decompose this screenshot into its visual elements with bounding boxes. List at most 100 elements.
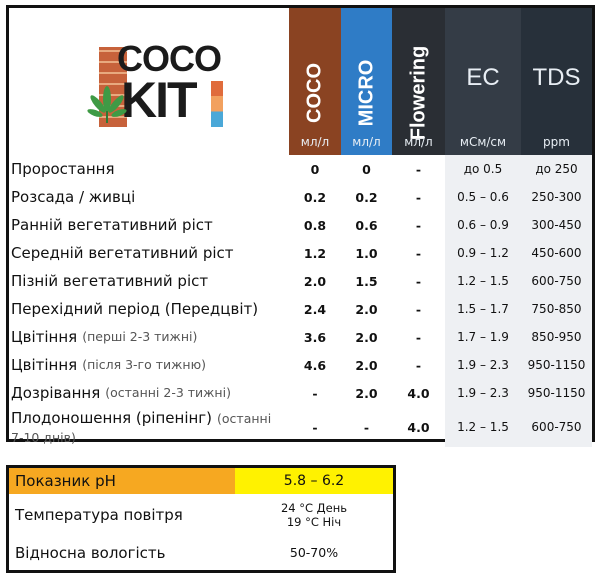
feeding-table: COCO KIT COCO мл/л MICRO мл/л Flowering … [6,5,595,447]
flowering-dose: - [415,189,422,205]
micro-dose: 0 [362,161,371,177]
flowering-dose: - [415,329,422,345]
tds-value: 950-1150 [521,351,592,379]
stage-label: Перехідний період (Передцвіт) [9,295,287,323]
temperature-day: 24 °C День [280,501,348,515]
tds-value: до 250 [521,155,592,183]
column-name: Flowering [407,46,429,141]
logo-word-kit: KIT [121,72,198,128]
stage-name: Ранній вегетативний ріст [11,216,213,234]
stage-name: Середній вегетативний ріст [11,244,234,262]
flowering-dose: - [415,161,422,177]
micro-dose: 2.0 [355,357,378,373]
logo-word-coco: COCO [117,38,222,79]
stage-label: Цвітіння (після 3-го тижню) [9,351,287,379]
cannabis-leaf-icon [87,86,127,123]
stage-label: Плодоношення (ріпенінг) (останні 7-10 дні… [9,407,287,449]
flowering-dose: - [415,273,422,289]
column-name: TDS [532,64,581,91]
micro-dose: 0.2 [355,189,378,205]
micro-dose: 2.0 [355,385,378,401]
column-header-tds: TDS ppm [521,8,592,155]
micro-dose: 1.5 [355,273,378,289]
environment-table: Показник pH 5.8 – 6.2 Температура повітр… [6,465,396,573]
stage-name: Цвітіння [11,356,78,374]
coco-dose: 0 [310,161,320,177]
coco-dose: - [312,385,318,401]
micro-dose: 1.0 [355,245,378,261]
micro-dose: 2.0 [355,301,378,317]
ec-value: 1.5 – 1.7 [445,295,521,323]
ec-value: 0.6 – 0.9 [445,211,521,239]
column-name: MICRO [355,59,377,127]
stage-label: Ранній вегетативний ріст [9,211,287,239]
temperature-value: 24 °C День 19 °C Ніч [235,494,393,536]
stage-note-line2: 7-10 днів) [11,430,76,445]
flowering-dose: - [415,301,422,317]
column-unit: мл/л [300,135,330,149]
coco-dose: 0.2 [303,189,327,205]
ec-value: 1.2 – 1.5 [445,407,521,447]
ph-row: Показник pH 5.8 – 6.2 [9,468,393,494]
coco-dose: 2.4 [303,301,327,317]
ec-value: до 0.5 [445,155,521,183]
column-header-micro: MICRO мл/л [341,8,392,155]
table-row: Розсада / живці 0.2 0.2 - 0.5 – 0.6 250-… [9,183,592,211]
brick-icon [99,47,127,127]
tds-value: 750-850 [521,295,592,323]
ec-value: 0.5 – 0.6 [445,183,521,211]
table-row: Плодоношення (ріпенінг) (останні 7-10 дні… [9,407,592,447]
table-row: Цвітіння (після 3-го тижню) 4.6 2.0 - 1.9… [9,351,592,379]
stage-name: Розсада / живці [11,188,136,206]
ph-value: 5.8 – 6.2 [235,468,393,494]
micro-dose: - [363,419,370,435]
table-row: Дозрівання (останні 2-3 тижні) - 2.0 4.0 … [9,379,592,407]
ec-value: 1.9 – 2.3 [445,351,521,379]
feeding-rows: Проростання 0 0 - до 0.5 до 250 Розсада … [9,155,592,447]
logo-color-tag [211,81,223,127]
table-row: Ранній вегетативний ріст 0.8 0.6 - 0.6 –… [9,211,592,239]
table-row: Перехідний період (Передцвіт) 2.4 2.0 - … [9,295,592,323]
column-header-coco: COCO мл/л [289,8,341,155]
column-unit: мл/л [352,135,381,149]
humidity-value: 50-70% [289,545,339,560]
ec-value: 1.9 – 2.3 [445,379,521,407]
column-name: COCO [303,63,326,124]
temperature-night: 19 °C Ніч [286,515,342,529]
tds-value: 250-300 [521,183,592,211]
stage-note: (останні [217,411,272,426]
humidity-label: Відносна вологість [15,544,166,562]
tds-value: 850-950 [521,323,592,351]
humidity-row: Відносна вологість 50-70% [9,536,393,570]
coco-kit-logo: COCO KIT [87,41,227,131]
coco-dose: 1.2 [303,245,327,261]
temperature-row: Температура повітря 24 °C День 19 °C Ніч [9,494,393,536]
stage-label: Дозрівання (останні 2-3 тижні) [9,379,287,407]
stage-label: Розсада / живці [9,183,287,211]
ph-label: Показник pH [9,468,235,494]
stage-name: Пізній вегетативний ріст [11,272,209,290]
tds-value: 600-750 [521,407,592,447]
micro-dose: 2.0 [355,329,378,345]
column-name: EC [466,64,500,91]
coco-dose: 0.8 [303,217,327,233]
stage-name: Плодоношення (ріпенінг) [11,409,213,427]
coco-dose: - [312,419,318,435]
stage-label: Цвітіння (перші 2-3 тижні) [9,323,287,351]
flowering-dose: 4.0 [407,419,430,435]
coco-dose: 2.0 [303,273,327,289]
column-unit: ppm [543,135,570,149]
temperature-label: Температура повітря [15,506,183,524]
stage-note: (після 3-го тижню) [82,357,206,372]
stage-label: Проростання [9,155,287,183]
stage-note: (останні 2-3 тижні) [105,385,231,400]
ec-value: 1.7 – 1.9 [445,323,521,351]
column-header-flowering: Flowering мл/л [392,8,445,155]
column-unit: мл/л [404,135,433,149]
column-header-ec: EC мСм/см [445,8,521,155]
flowering-dose: 4.0 [407,385,430,401]
tds-value: 450-600 [521,239,592,267]
table-row: Середній вегетативний ріст 1.2 1.0 - 0.9… [9,239,592,267]
tds-value: 300-450 [521,211,592,239]
coco-dose: 4.6 [303,357,327,373]
